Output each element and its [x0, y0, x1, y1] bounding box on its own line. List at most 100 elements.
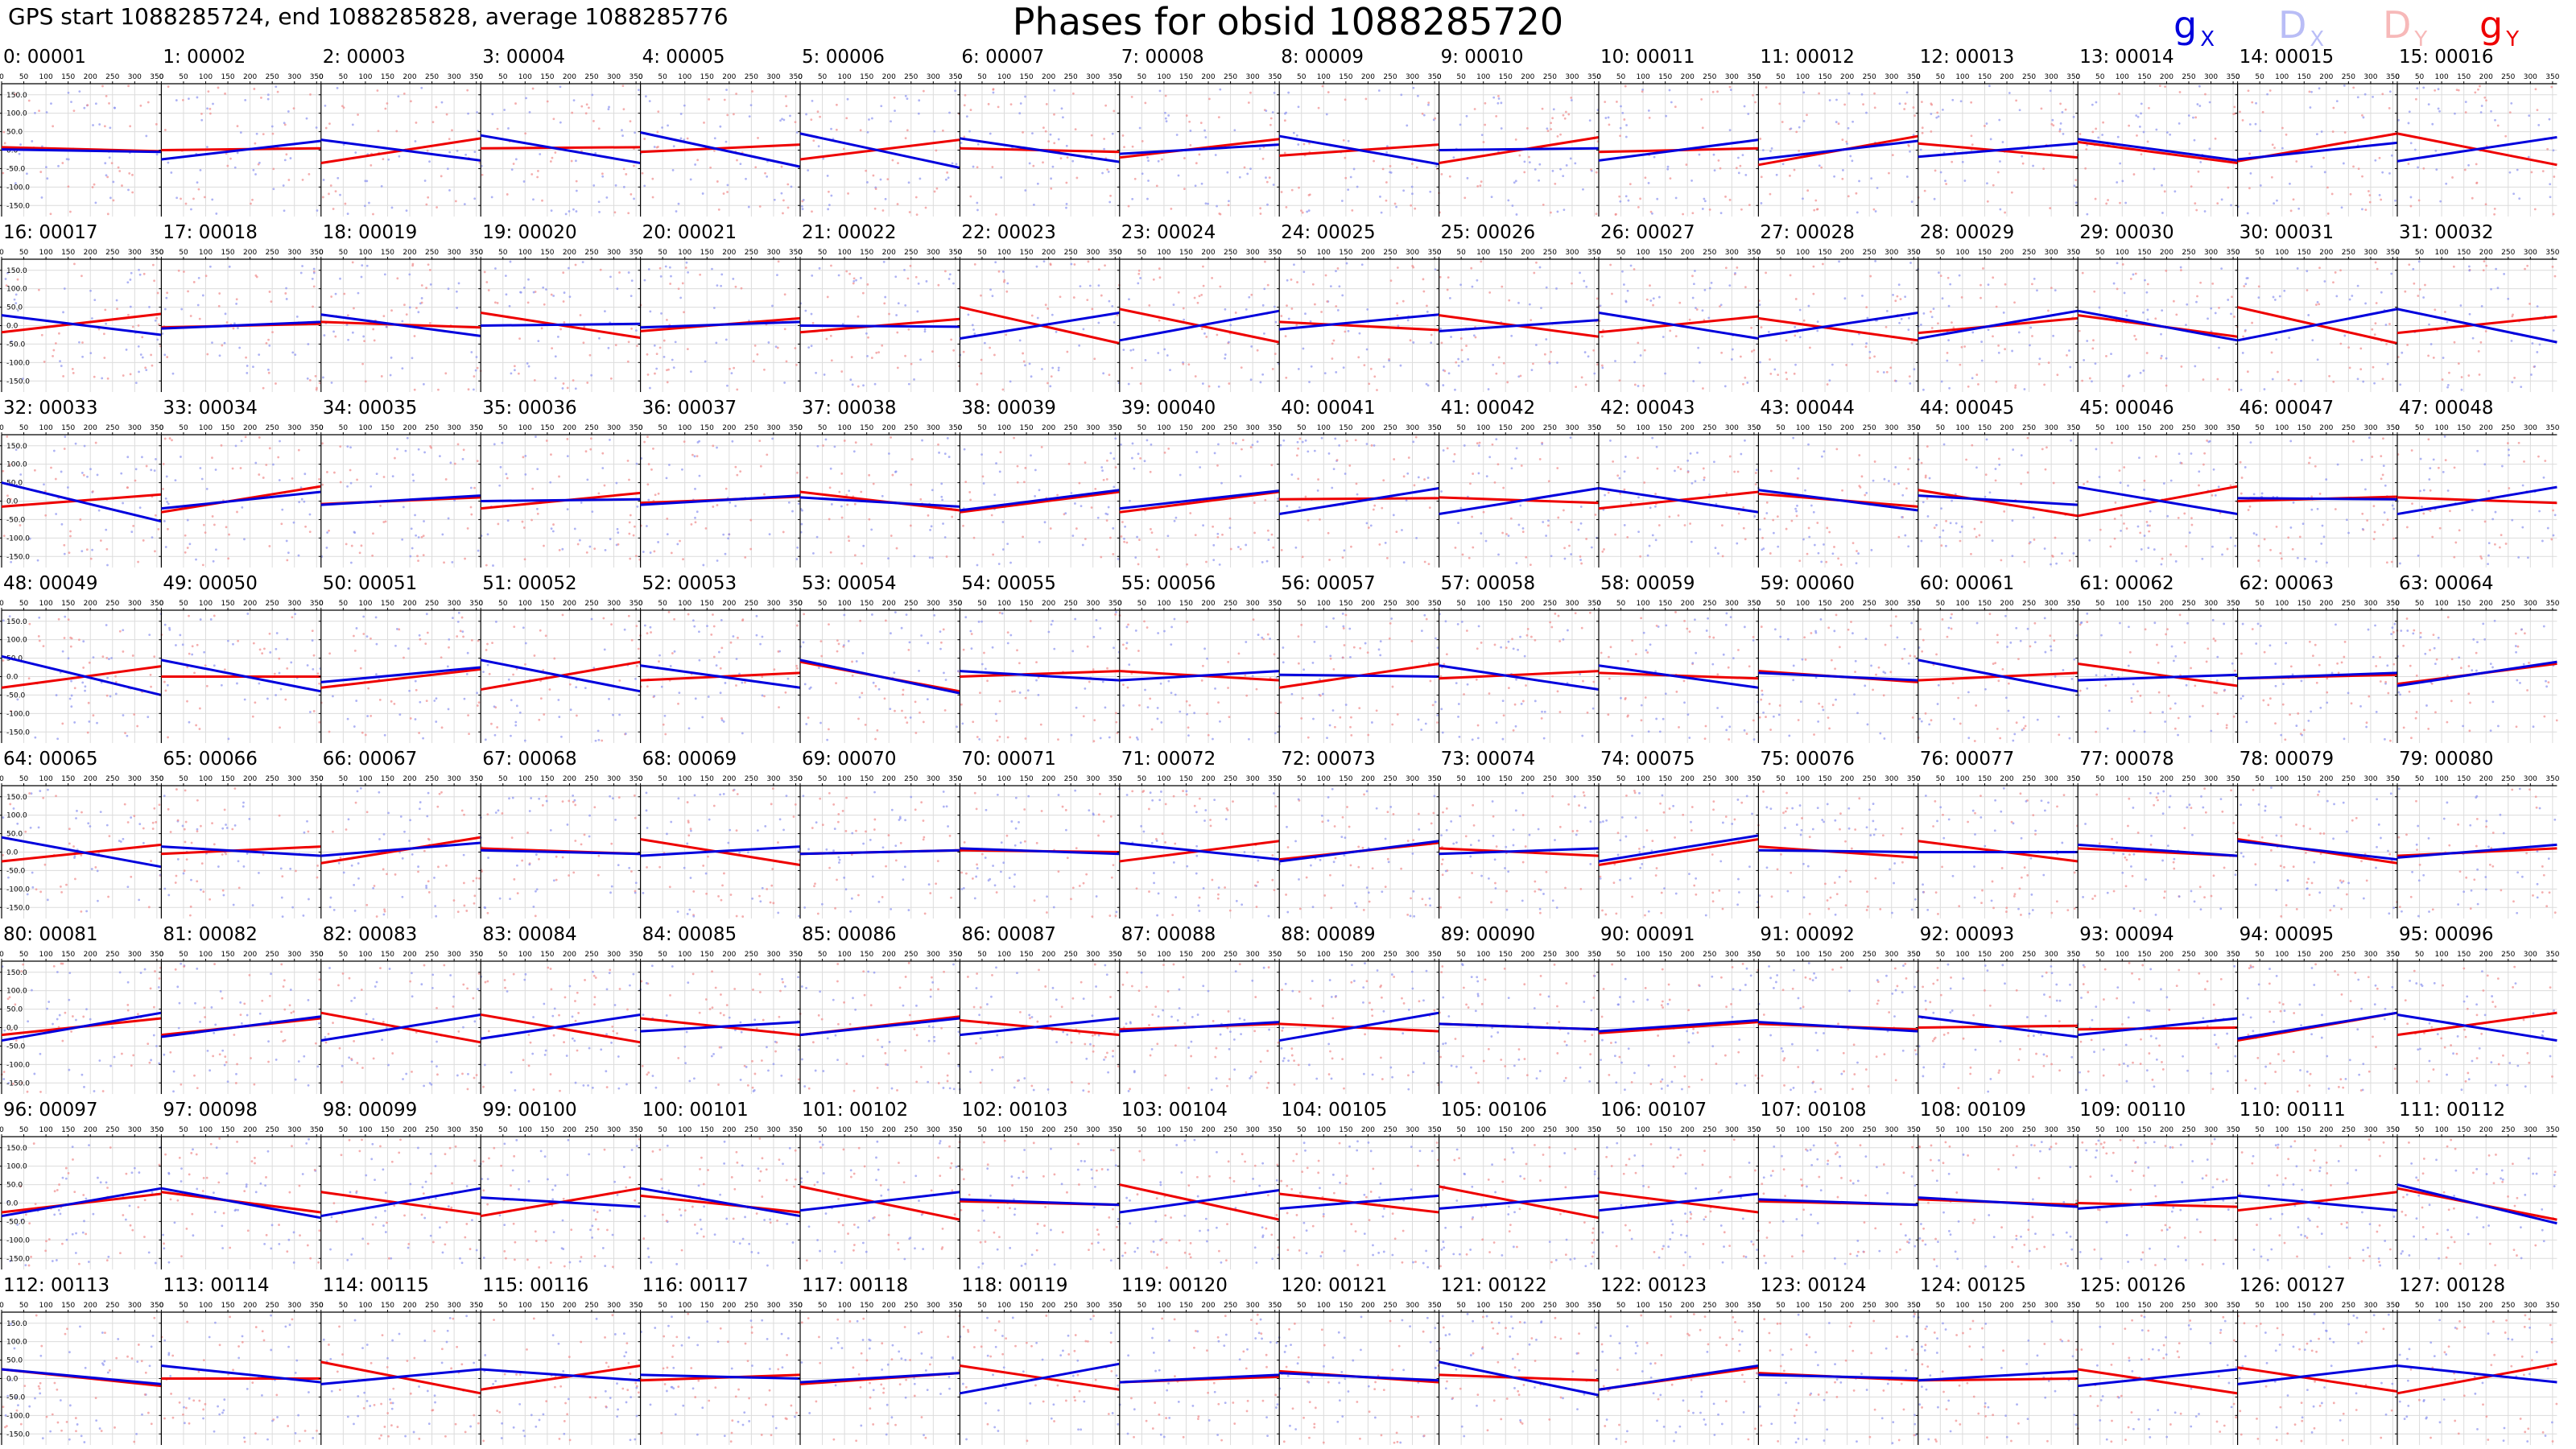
dy-point — [1930, 327, 1934, 329]
dx-point — [1340, 200, 1344, 202]
dy-point — [976, 383, 979, 386]
dy-point — [654, 372, 656, 375]
dy-point — [1845, 364, 1848, 366]
dy-point — [634, 555, 638, 557]
dx-point — [353, 531, 357, 535]
dy-point — [1868, 357, 1872, 359]
dx-point — [1297, 368, 1300, 370]
dx-point — [664, 265, 667, 268]
dx-point — [2417, 166, 2419, 169]
dx-point — [687, 271, 690, 274]
dx-point — [279, 440, 281, 443]
gx-line — [2396, 135, 2557, 163]
dx-point — [1623, 283, 1625, 286]
dx-point — [1345, 262, 1348, 265]
dx-point — [105, 528, 108, 531]
dy-point — [584, 450, 588, 453]
dy-point — [1183, 188, 1186, 191]
dx-point — [2059, 122, 2062, 125]
dx-point — [1263, 287, 1266, 291]
panel-title: 10: 00011 — [1600, 47, 1695, 68]
dx-point — [1147, 159, 1150, 162]
dy-point — [483, 270, 486, 274]
dx-point — [1179, 473, 1182, 477]
dx-point — [776, 274, 778, 277]
dy-point — [980, 294, 982, 297]
dy-point — [571, 111, 574, 114]
dx-point — [2124, 201, 2128, 204]
dx-point — [2123, 291, 2126, 295]
dy-point — [108, 101, 110, 105]
dx-point — [2507, 297, 2510, 300]
gx-line — [1279, 313, 1439, 331]
dx-point — [298, 501, 301, 504]
dy-point — [1075, 176, 1079, 180]
dx-point — [1461, 360, 1463, 363]
dy-point — [85, 548, 89, 551]
dx-point — [566, 508, 569, 511]
dy-point — [599, 268, 602, 271]
dy-point — [1691, 212, 1695, 215]
dy-point — [1472, 473, 1475, 475]
dx-point — [14, 182, 17, 185]
dy-point — [2339, 269, 2342, 272]
gy-line — [1, 312, 162, 334]
dy-point — [663, 339, 666, 342]
dy-point — [1164, 94, 1167, 97]
dy-point — [739, 470, 742, 473]
x-tick-label: 0 — [1757, 73, 1761, 81]
dx-point — [1064, 512, 1067, 514]
dx-point — [2356, 378, 2359, 381]
dx-point — [2195, 300, 2198, 303]
x-tick-label: 50 — [19, 73, 29, 81]
x-tick-label: 100 — [1476, 249, 1490, 257]
dx-point — [295, 315, 299, 318]
dy-point — [758, 440, 762, 443]
dy-point — [628, 478, 630, 481]
dy-point — [213, 523, 216, 526]
dy-point — [1414, 207, 1417, 210]
dx-point — [2145, 291, 2149, 294]
x-tick-label: 250 — [584, 249, 598, 257]
dx-point — [2142, 311, 2145, 314]
dy-point — [132, 524, 135, 527]
dy-point — [1158, 276, 1162, 279]
dy-point — [2148, 106, 2150, 109]
dy-point — [835, 128, 838, 131]
dx-point — [993, 493, 997, 497]
dy-point — [962, 350, 965, 353]
x-tick-label: 0 — [1277, 73, 1282, 81]
dx-point — [299, 271, 303, 275]
dx-point — [1447, 372, 1451, 375]
dy-point — [853, 554, 857, 557]
gx-line — [1278, 134, 1439, 166]
dy-point — [1528, 155, 1530, 159]
x-tick-label: 50 — [1297, 249, 1307, 257]
dy-point — [1652, 303, 1654, 307]
dx-point — [810, 345, 813, 348]
dy-point — [1939, 275, 1942, 278]
dy-point — [431, 121, 435, 123]
dx-point — [346, 445, 349, 448]
dx-point — [2549, 183, 2552, 186]
x-tick-label: 250 — [425, 73, 439, 81]
dx-point — [2161, 184, 2163, 187]
dy-point — [260, 97, 262, 99]
x-tick-label: 350 — [1747, 249, 1761, 257]
dy-point — [1873, 106, 1876, 109]
x-tick-label: 50 — [1616, 249, 1626, 257]
dx-point — [234, 444, 237, 448]
dy-point — [2388, 323, 2391, 325]
dx-point — [513, 369, 516, 372]
x-tick-label: 0 — [1117, 424, 1122, 432]
x-tick-label: 50 — [19, 249, 29, 257]
panel-title: 36: 00037 — [642, 398, 737, 419]
dx-point — [2464, 101, 2467, 104]
dx-point — [1113, 457, 1116, 460]
dx-point — [1101, 171, 1104, 175]
dx-point — [1249, 378, 1253, 382]
dx-point — [390, 206, 394, 209]
dy-point — [71, 367, 74, 370]
dx-point — [1199, 466, 1202, 469]
dx-point — [151, 536, 154, 539]
